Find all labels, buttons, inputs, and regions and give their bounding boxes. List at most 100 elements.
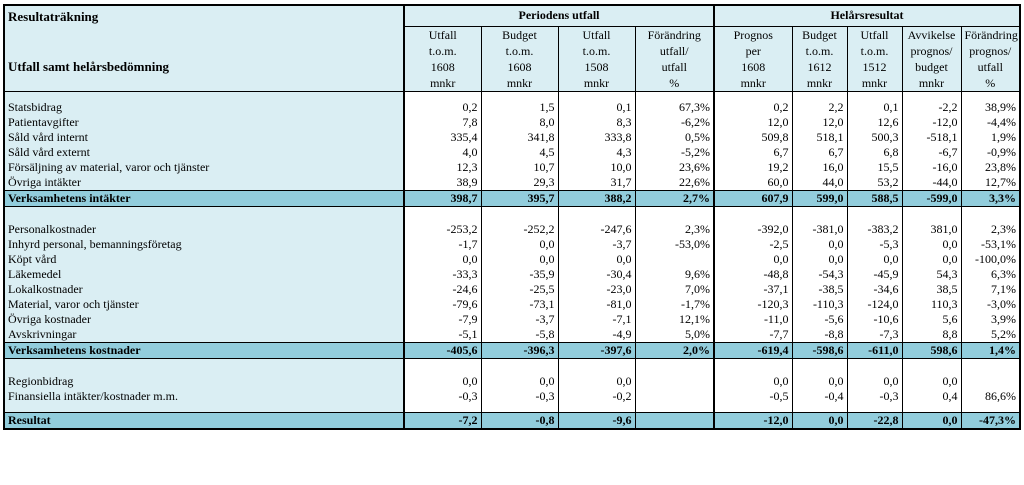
cell-value: 5,6 <box>901 311 961 327</box>
row-label: Lokalkostnader <box>4 281 404 297</box>
cell-value: 2,3% <box>960 221 1021 237</box>
cell-value: -0,2 <box>557 388 635 404</box>
row-label: Avskrivningar <box>4 326 404 342</box>
cell-value: -34,6 <box>846 281 902 297</box>
cell-value: 0,0 <box>791 411 847 429</box>
cell-value <box>634 373 714 389</box>
cell-value: -247,6 <box>557 221 635 237</box>
row-label: Läkemedel <box>4 266 404 282</box>
cell-value: 7,8 <box>403 114 481 130</box>
cell-value: -6,2% <box>634 114 714 130</box>
column-header-line: 1512 <box>846 58 902 75</box>
cell-value: -0,4 <box>791 388 847 404</box>
cell-value: -1,7% <box>634 296 714 312</box>
column-header-line: budget <box>901 58 961 75</box>
spacer-cell <box>480 90 558 100</box>
cell-value: 2,2 <box>791 99 847 115</box>
cell-value: -383,2 <box>846 221 902 237</box>
blank-cell <box>713 206 792 222</box>
column-header-line: prognos/ <box>901 42 961 59</box>
cell-value: -30,4 <box>557 266 635 282</box>
column-header-line: 1608 <box>403 58 481 75</box>
column-header-line: utfall <box>960 58 1021 75</box>
header-line-row: Utfall samt helårsbedömning 1608 1608 1508 u… <box>4 58 1021 75</box>
column-header-line: t.o.m. <box>846 42 902 59</box>
header-line-row: Utfall Budget Utfall Förändring Prognos Budge… <box>4 26 1021 43</box>
cell-value: 398,7 <box>403 189 481 207</box>
cell-value: 598,6 <box>901 341 961 359</box>
header-spacer-row <box>4 90 1021 100</box>
column-header-line: 1608 <box>713 58 792 75</box>
cell-value: 44,0 <box>791 174 847 190</box>
cell-value: -48,8 <box>713 266 792 282</box>
blank-cell <box>901 403 961 412</box>
cell-value: 12,3 <box>403 159 481 175</box>
table-row: Personalkostnader -253,2 -252,2 -247,6 2,3% -… <box>4 221 1021 237</box>
cell-value: 10,0 <box>557 159 635 175</box>
cell-value: -397,6 <box>557 341 635 359</box>
column-header-line: % <box>960 74 1021 91</box>
cell-value: -518,1 <box>901 129 961 145</box>
blank-cell <box>557 206 635 222</box>
cell-value: -110,3 <box>791 296 847 312</box>
cell-value: -0,9% <box>960 144 1021 160</box>
cell-value: 0,0 <box>901 373 961 389</box>
column-header-line: mnkr <box>713 74 792 91</box>
blank-row <box>4 403 1021 412</box>
blank-cell <box>713 403 792 412</box>
blank-cell <box>960 358 1021 374</box>
cell-value: -33,3 <box>403 266 481 282</box>
blank-cell <box>480 358 558 374</box>
column-header-line: Budget <box>791 26 847 43</box>
cell-value: 9,6% <box>634 266 714 282</box>
cell-value: -7,3 <box>846 326 902 342</box>
cell-value: -79,6 <box>403 296 481 312</box>
spacer-cell <box>901 90 961 100</box>
cell-value: -25,5 <box>480 281 558 297</box>
cell-value: -53,0% <box>634 236 714 252</box>
row-label: Patientavgifter <box>4 114 404 130</box>
cell-value: -2,2 <box>901 99 961 115</box>
cell-value: -252,2 <box>480 221 558 237</box>
cell-value: -2,5 <box>713 236 792 252</box>
blank-cell <box>4 206 404 222</box>
cell-value: -599,0 <box>901 189 961 207</box>
cell-value: 7,1% <box>960 281 1021 297</box>
cell-value: 1,9% <box>960 129 1021 145</box>
column-header-line: prognos/ <box>960 42 1021 59</box>
column-header-line: mnkr <box>901 74 961 91</box>
cell-value: -11,0 <box>713 311 792 327</box>
table-subtitle: Utfall samt helårsbedömning <box>4 58 404 75</box>
group-header-fullyear: Helårsresultat <box>712 5 1021 27</box>
cell-value: -120,3 <box>713 296 792 312</box>
blank-cell <box>960 403 1021 412</box>
cell-value: 0,1 <box>846 99 902 115</box>
row-label: Övriga kostnader <box>4 311 404 327</box>
column-header-line: % <box>634 74 714 91</box>
column-header-line: t.o.m. <box>791 42 847 59</box>
cell-value: 395,7 <box>480 189 558 207</box>
cell-value: 0,4 <box>901 388 961 404</box>
spacer-cell <box>846 90 902 100</box>
cell-value: 335,4 <box>403 129 481 145</box>
cell-value: 60,0 <box>713 174 792 190</box>
blank-cell <box>557 358 635 374</box>
cell-value: -611,0 <box>846 341 902 359</box>
cell-value: 38,9% <box>960 99 1021 115</box>
cell-value: -45,9 <box>846 266 902 282</box>
cell-value: -7,9 <box>403 311 481 327</box>
cell-value: 8,3 <box>557 114 635 130</box>
cell-value: 0,0 <box>713 251 792 267</box>
total-row: Verksamhetens kostnader -405,6 -396,3 -397,… <box>4 341 1021 359</box>
cell-value: 0,0 <box>480 236 558 252</box>
cell-value: 86,6% <box>960 388 1021 404</box>
cell-value: -24,6 <box>403 281 481 297</box>
blank-cell <box>846 358 902 374</box>
cell-value: 67,3% <box>634 99 714 115</box>
column-header-line: Förändring <box>634 26 714 43</box>
cell-value: 22,6% <box>634 174 714 190</box>
cell-value: 31,7 <box>557 174 635 190</box>
cell-value: -53,1% <box>960 236 1021 252</box>
column-header-line: mnkr <box>480 74 558 91</box>
blank-cell <box>480 403 558 412</box>
